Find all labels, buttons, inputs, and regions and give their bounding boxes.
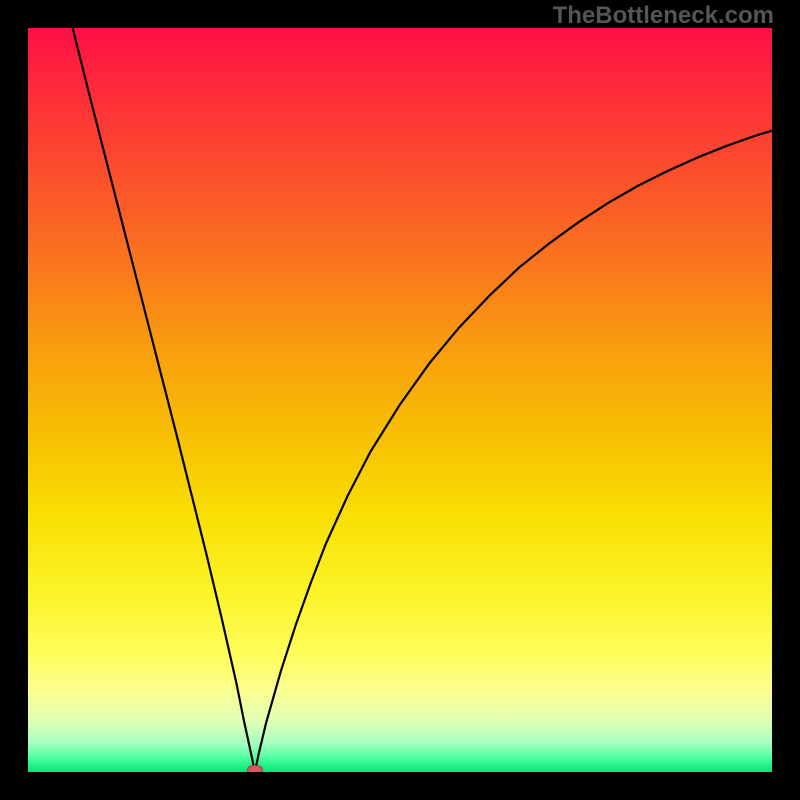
bottleneck-chart	[0, 0, 800, 800]
optimum-marker	[247, 765, 262, 774]
plot-background	[28, 28, 772, 772]
watermark-label: TheBottleneck.com	[553, 2, 774, 30]
